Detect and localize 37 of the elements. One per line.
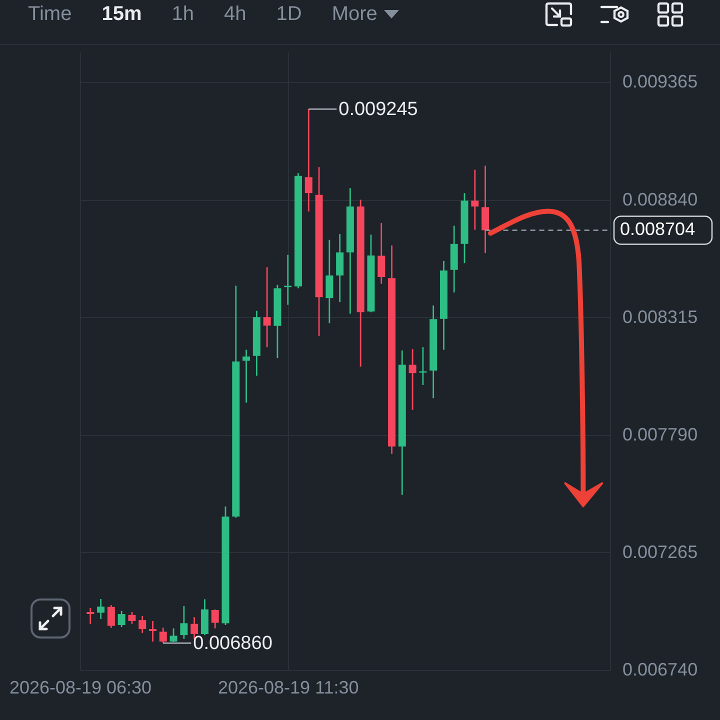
- text: 15m: [102, 2, 142, 26]
- candlestick: [263, 266, 271, 348]
- text: 4h: [224, 2, 246, 26]
- x-tick-label: 2026-08-19 06:30: [9, 678, 152, 698]
- candlestick: [149, 620, 156, 642]
- candlestick: [471, 169, 479, 230]
- candlestick: [180, 605, 188, 640]
- candlestick: [128, 611, 136, 625]
- text: More: [332, 2, 378, 26]
- y-tick-label: 0.006740: [622, 660, 698, 680]
- text: Time: [28, 2, 72, 26]
- candlestick: [211, 608, 219, 630]
- candlestick: [138, 615, 146, 634]
- candlestick: [408, 348, 416, 411]
- candlestick: [336, 233, 344, 303]
- candlestick: [170, 628, 178, 643]
- candlestick: [378, 222, 386, 284]
- x-tick-label: 2026-08-19 11:30: [218, 678, 359, 698]
- text: 1h: [172, 2, 194, 26]
- candlestick: [97, 598, 105, 620]
- y-tick-label: 0.009365: [622, 72, 698, 92]
- candlestick: [304, 108, 312, 212]
- annotation: 0.006860: [193, 633, 272, 654]
- y-tick-label: 0.007265: [622, 542, 698, 562]
- y-tick-label: 0.007790: [622, 424, 698, 444]
- candlestick: [482, 165, 490, 254]
- y-tick-label: 0.008315: [622, 306, 698, 327]
- ref-line-label: 0.008704: [620, 219, 696, 240]
- candlestick: [118, 610, 126, 628]
- annotation: 0.009245: [338, 99, 418, 120]
- candlestick: [242, 349, 250, 404]
- candlestick: [86, 607, 94, 625]
- candlestick: [159, 626, 167, 644]
- y-tick-label: 0.008840: [622, 189, 698, 210]
- candlestick: [107, 604, 115, 629]
- text: 1D: [276, 2, 302, 26]
- candlestick: [326, 239, 334, 324]
